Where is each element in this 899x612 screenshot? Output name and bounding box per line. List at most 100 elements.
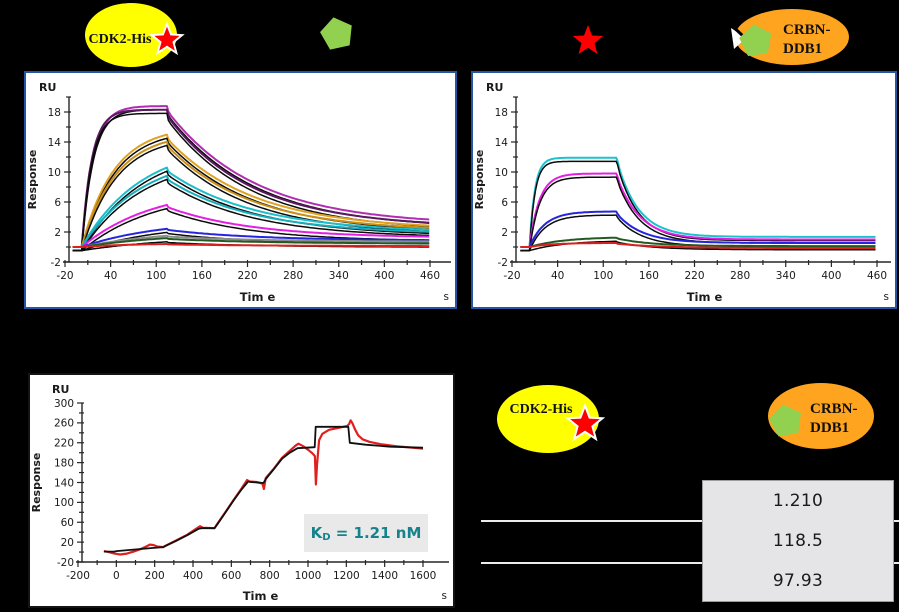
svg-text:460: 460 [867, 270, 887, 282]
svg-text:280: 280 [283, 270, 303, 282]
ligand-star-top [572, 25, 604, 54]
crbn-ddb1-badge-bottom: CRBN- DDB1 [768, 383, 874, 449]
svg-text:340: 340 [329, 270, 349, 282]
svg-text:20: 20 [61, 537, 74, 549]
table-row-divider [481, 520, 899, 522]
svg-text:180: 180 [54, 457, 74, 469]
cdk2-his-badge-top: CDK2-His [85, 3, 185, 67]
svg-text:1400: 1400 [371, 570, 398, 582]
svg-text:s: s [444, 291, 449, 303]
svg-text:RU: RU [486, 81, 503, 94]
pentagon-icon [769, 404, 802, 437]
pentagon-icon [320, 17, 352, 50]
star-icon [564, 402, 606, 442]
linker-line [724, 18, 745, 38]
svg-text:6: 6 [54, 197, 61, 209]
kd-symbol: K [310, 524, 323, 542]
svg-text:10: 10 [48, 167, 61, 179]
spr-single-cycle-svg: -20 20 60 100 140 180 220 260 300 -200 0 200 400 600 8… [30, 383, 449, 603]
notch-shape [731, 28, 746, 49]
table-row-divider [481, 562, 899, 564]
svg-text:600: 600 [221, 570, 241, 582]
svg-text:220: 220 [54, 438, 74, 450]
svg-text:Tim e: Tim e [240, 290, 276, 304]
svg-text:40: 40 [104, 270, 117, 282]
table-value-ka: 118.5 [772, 531, 824, 551]
spr-multicycle-cdk2-svg: -2 2 6 10 14 18 -20 40 100 160 220 280 340 400 460 RU Re… [26, 81, 451, 304]
svg-text:200: 200 [145, 570, 165, 582]
svg-text:RU: RU [39, 81, 56, 94]
svg-text:Tim e: Tim e [243, 589, 279, 603]
svg-text:1600: 1600 [410, 570, 437, 582]
svg-text:0: 0 [113, 570, 120, 582]
svg-text:100: 100 [593, 270, 613, 282]
svg-text:40: 40 [551, 270, 564, 282]
svg-text:-20: -20 [57, 557, 74, 569]
svg-text:Response: Response [473, 150, 486, 210]
svg-text:460: 460 [420, 270, 440, 282]
svg-text:2: 2 [54, 227, 61, 239]
sensorgram-chart-cdk2: -2 2 6 10 14 18 -20 40 100 160 220 280 340 400 460 RU Re… [24, 71, 457, 309]
kinetics-values-table: 1.210 118.5 97.93 [702, 480, 894, 602]
complex-label-line2: DDB1 [783, 41, 822, 57]
svg-text:-20: -20 [56, 270, 73, 282]
svg-text:260: 260 [54, 418, 74, 430]
table-value-kd: 1.210 [772, 491, 824, 511]
svg-text:300: 300 [54, 398, 74, 410]
svg-text:340: 340 [776, 270, 796, 282]
kd-value: = 1.21 nM [330, 524, 422, 542]
svg-text:-2: -2 [51, 257, 61, 269]
svg-text:10: 10 [495, 167, 508, 179]
svg-text:160: 160 [192, 270, 212, 282]
svg-text:14: 14 [495, 137, 509, 149]
sensorgram-chart-crbn: -2 2 6 10 14 18 -20 40 100 160 220 280 340 400 460 RU Re… [471, 71, 897, 309]
spr-multicycle-crbn-svg: -2 2 6 10 14 18 -20 40 100 160 220 280 340 400 460 RU Re… [473, 81, 891, 304]
cdk2-his-badge-bottom: CDK2-His [497, 385, 606, 453]
svg-text:400: 400 [183, 570, 203, 582]
svg-text:Response: Response [30, 453, 43, 513]
svg-text:6: 6 [501, 197, 508, 209]
svg-text:220: 220 [237, 270, 257, 282]
crbn-ddb1-badge-top: CRBN- DDB1 [724, 9, 849, 65]
svg-text:280: 280 [730, 270, 750, 282]
svg-text:Response: Response [26, 150, 39, 210]
svg-text:-20: -20 [503, 270, 520, 282]
svg-text:100: 100 [146, 270, 166, 282]
svg-text:RU: RU [52, 383, 69, 396]
complex-label-line2: DDB1 [810, 420, 849, 436]
protein-label: CDK2-His [89, 32, 153, 47]
pentagon-icon [739, 24, 772, 57]
protein-ellipse [497, 385, 599, 453]
svg-text:-2: -2 [498, 257, 508, 269]
svg-text:800: 800 [260, 570, 280, 582]
svg-text:160: 160 [639, 270, 659, 282]
protein-ellipse [85, 3, 177, 67]
svg-text:220: 220 [684, 270, 704, 282]
svg-text:1200: 1200 [333, 570, 360, 582]
svg-text:140: 140 [54, 477, 74, 489]
svg-text:100: 100 [54, 497, 74, 509]
table-value-kdis: 97.93 [772, 571, 824, 591]
star-icon [572, 25, 604, 54]
svg-text:14: 14 [48, 137, 62, 149]
svg-text:18: 18 [48, 107, 61, 119]
svg-text:18: 18 [495, 107, 508, 119]
svg-text:2: 2 [501, 227, 508, 239]
ligand-pentagon-top [320, 17, 352, 50]
complex-label-line1: CRBN- [783, 22, 831, 38]
svg-text:1000: 1000 [295, 570, 322, 582]
protein-label: CDK2-His [510, 402, 574, 417]
svg-text:400: 400 [374, 270, 394, 282]
svg-text:s: s [442, 590, 447, 602]
sensorgram-chart-single-cycle: -20 20 60 100 140 180 220 260 300 -200 0 200 400 600 8… [28, 373, 455, 608]
svg-text:-200: -200 [66, 570, 90, 582]
complex-label-line1: CRBN- [810, 401, 858, 417]
svg-text:s: s [884, 291, 889, 303]
star-icon [149, 21, 185, 56]
svg-text:60: 60 [61, 517, 74, 529]
kd-subscript: D [322, 531, 331, 543]
svg-text:400: 400 [821, 270, 841, 282]
svg-text:Tim e: Tim e [687, 290, 723, 304]
